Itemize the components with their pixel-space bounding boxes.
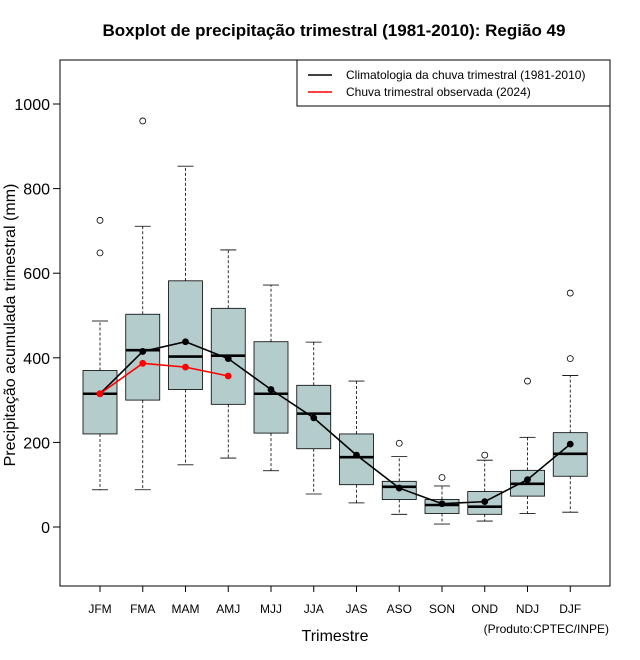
series-line-climatology xyxy=(99,340,571,505)
y-axis: 0 200 400 600 800 1000 xyxy=(14,97,60,537)
series-point-climatology xyxy=(395,484,403,492)
series-point-observed xyxy=(224,372,232,380)
box-djf xyxy=(552,289,588,513)
x-tick-label: NDJ xyxy=(516,602,539,616)
box-body xyxy=(168,280,203,390)
outlier-point xyxy=(481,451,489,459)
outlier-point xyxy=(96,249,104,257)
y-tick-label: 600 xyxy=(23,266,50,283)
series-point-climatology xyxy=(438,500,446,508)
box-body xyxy=(339,433,374,486)
x-tick-label: OND xyxy=(471,602,498,616)
box-jas xyxy=(339,380,374,504)
y-axis-label: Precipitação acumulada trimestral (mm) xyxy=(2,184,19,467)
series-point-climatology xyxy=(182,338,189,346)
series-point-climatology xyxy=(310,414,318,422)
y-tick-label: 1000 xyxy=(14,97,50,114)
series-lines xyxy=(96,338,574,508)
x-axis-label: Trimestre xyxy=(302,628,369,645)
box-mam xyxy=(168,165,203,466)
box-jfm xyxy=(82,216,118,491)
series-point-climatology xyxy=(481,498,489,506)
y-tick-label: 400 xyxy=(23,351,50,368)
box-body xyxy=(125,313,161,401)
box-aso xyxy=(381,439,417,515)
x-tick-label: MJJ xyxy=(260,602,282,616)
box-mjj xyxy=(253,284,289,472)
series-point-climatology xyxy=(353,451,360,459)
series-point-observed xyxy=(96,390,104,398)
series-point-climatology xyxy=(139,348,147,355)
legend-label-observed: Chuva trimestral observada (2024) xyxy=(346,85,531,99)
series-point-climatology xyxy=(224,355,232,363)
box-fma xyxy=(125,117,161,491)
legend: Climatologia da chuva trimestral (1981-2… xyxy=(296,59,611,107)
x-axis: JFM FMA MAM AMJ MJJ JJA JAS ASO SON OND NDJ DJF xyxy=(88,586,581,616)
x-tick-label: SON xyxy=(429,602,455,616)
x-tick-label: MAM xyxy=(172,602,200,616)
box-ond xyxy=(467,451,503,522)
outlier-point xyxy=(566,355,574,363)
outlier-point xyxy=(566,289,574,297)
outlier-point xyxy=(524,377,531,385)
x-tick-label: JFM xyxy=(88,602,111,616)
chart-title: Boxplot de precipitação trimestral (1981… xyxy=(103,21,566,40)
box-group xyxy=(82,117,588,525)
credit-text: (Produto:CPTEC/INPE) xyxy=(484,622,609,636)
outlier-point xyxy=(395,439,403,447)
x-tick-label: ASO xyxy=(387,602,412,616)
series-point-observed xyxy=(182,363,189,371)
series-line-observed xyxy=(99,362,229,395)
series-point-climatology xyxy=(566,440,574,448)
series-point-observed xyxy=(139,359,147,367)
legend-label-climatology: Climatologia da chuva trimestral (1981-2… xyxy=(346,68,585,82)
y-tick-label: 200 xyxy=(23,435,50,452)
series-point-climatology xyxy=(524,476,531,484)
x-tick-label: DJF xyxy=(559,602,581,616)
y-tick-label: 0 xyxy=(41,520,50,537)
outlier-point xyxy=(96,216,104,224)
x-tick-label: AMJ xyxy=(216,602,240,616)
outlier-point xyxy=(139,117,147,125)
x-tick-label: JAS xyxy=(345,602,367,616)
series-point-climatology xyxy=(267,386,275,393)
box-ndj xyxy=(510,377,545,514)
outlier-point xyxy=(438,474,446,481)
x-tick-label: FMA xyxy=(130,602,155,616)
legend-box xyxy=(296,59,611,107)
box-body xyxy=(82,370,118,435)
x-tick-label: JJA xyxy=(304,602,324,616)
y-tick-label: 800 xyxy=(23,182,50,199)
